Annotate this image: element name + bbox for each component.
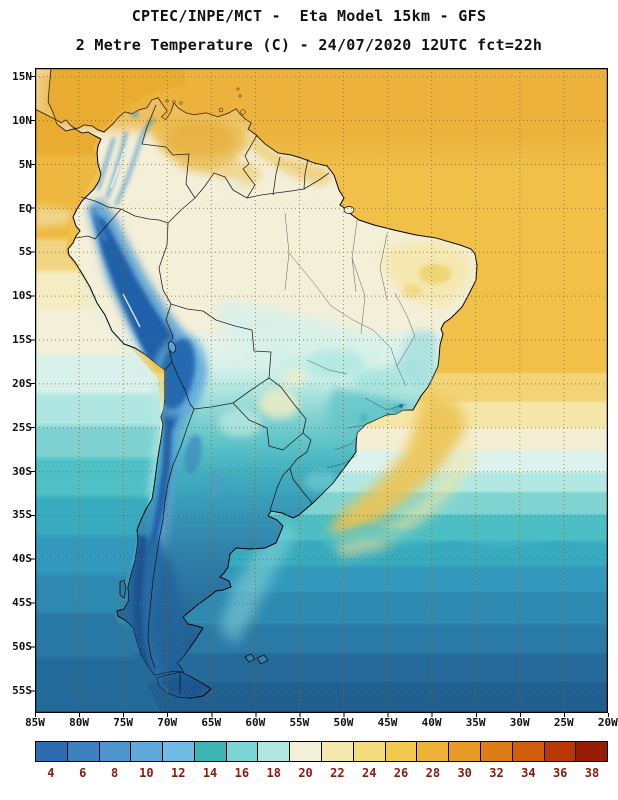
lon-label: 60W <box>245 716 266 729</box>
lon-label: 35W <box>465 716 486 729</box>
colorbar-tick-label: 36 <box>552 766 568 780</box>
lon-label: 65W <box>201 716 222 729</box>
colorbar-tick-label: 16 <box>234 766 250 780</box>
colorbar-tick-label: 12 <box>171 766 186 780</box>
lat-label: 15N <box>12 70 32 83</box>
lon-label: 20W <box>597 716 618 729</box>
colorbar-tick-label: 38 <box>584 766 600 780</box>
lat-label: 20S <box>12 376 32 390</box>
colorbar-segment <box>99 742 131 761</box>
islands-and-lakes <box>119 87 355 665</box>
latitude-axis: 15N 10N 5N EQ 5S 10S 15S 20S 25S 30S 35S… <box>2 70 32 698</box>
lat-label: 15S <box>12 333 32 347</box>
lat-label: 5N <box>18 157 32 171</box>
lat-label: 40S <box>12 552 32 566</box>
colorbar-segment <box>290 742 322 761</box>
temperature-map <box>35 68 608 713</box>
lon-label: 30W <box>509 716 530 729</box>
lat-label: 5S <box>18 245 32 259</box>
colorbar-tick-label: 34 <box>521 766 536 780</box>
colorbar-segment <box>67 742 99 761</box>
lon-label: 75W <box>113 716 134 729</box>
colorbar-tick-label: 4 <box>47 766 55 780</box>
colorbar-tick-label: 10 <box>139 766 154 780</box>
colorbar-labels: 4 6 8 10 12 14 16 18 20 22 24 26 28 30 3… <box>35 766 608 780</box>
page-title: CPTEC/INPE/MCT - Eta Model 15km - GFS <box>131 7 487 25</box>
left-axis-ticks <box>30 76 35 692</box>
colorbar-segment <box>258 742 290 761</box>
colorbar-tick-label: 14 <box>202 766 218 780</box>
colorbar <box>35 741 608 762</box>
colorbar-segment <box>36 742 67 761</box>
lat-label: 55S <box>12 683 32 697</box>
colorbar-segment <box>385 742 417 761</box>
colorbar-segment <box>322 742 353 761</box>
colorbar-segment <box>194 742 226 761</box>
colorbar-segment <box>576 742 608 761</box>
colorbar-tick-label: 26 <box>393 766 409 780</box>
colorbar-tick-label: 32 <box>489 766 504 780</box>
state-borders <box>284 212 416 469</box>
colorbar-segment <box>131 742 163 761</box>
lon-label: 70W <box>157 716 178 729</box>
colorbar-segment <box>163 742 194 761</box>
lat-label: 10N <box>12 113 32 127</box>
lon-label: 45W <box>377 716 398 729</box>
lon-label: 50W <box>333 716 354 729</box>
page-subtitle: 2 Metre Temperature (C) - 24/07/2020 12U… <box>75 36 543 54</box>
lon-label: 55W <box>289 716 310 729</box>
lat-label: 10S <box>12 289 32 303</box>
colorbar-segment <box>512 742 544 761</box>
colorbar-tick-label: 30 <box>457 766 472 780</box>
colorbar-tick-label: 8 <box>110 766 119 780</box>
lat-label: 45S <box>12 596 32 610</box>
bottom-axis-ticks <box>35 713 609 717</box>
colorbar-segment <box>226 742 258 761</box>
colorbar-segment <box>449 742 480 761</box>
map-frame <box>35 68 608 713</box>
longitude-axis: 85W 80W 75W 70W 65W 60W 55W 50W 45W 40W … <box>19 716 618 729</box>
colorbar-tick-label: 6 <box>79 766 87 780</box>
colorbar-tick-label: 18 <box>266 766 281 780</box>
colorbar-segment <box>544 742 576 761</box>
colorbar-segment <box>353 742 385 761</box>
colorbar-tick-label: 20 <box>298 766 313 780</box>
lat-label: 35S <box>12 508 32 522</box>
colorbar-segment <box>417 742 449 761</box>
lat-label: EQ <box>18 201 32 215</box>
colorbar-tick-label: 24 <box>361 766 377 780</box>
colorbar-segment <box>480 742 512 761</box>
lat-label: 50S <box>12 639 32 653</box>
colorbar-tick-label: 22 <box>330 766 345 780</box>
lon-label: 80W <box>69 716 89 729</box>
country-borders <box>75 104 330 694</box>
lon-label: 85W <box>25 716 45 729</box>
lat-label: 25S <box>12 420 32 434</box>
lon-label: 25W <box>553 716 574 729</box>
lat-label: 30S <box>12 464 32 478</box>
lon-label: 40W <box>421 716 442 729</box>
colorbar-tick-label: 28 <box>425 766 441 780</box>
